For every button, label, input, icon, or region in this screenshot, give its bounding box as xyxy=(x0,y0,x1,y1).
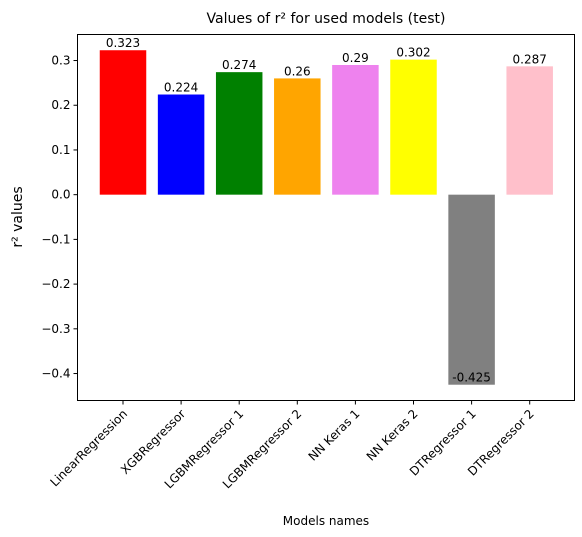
data-label-7: 0.287 xyxy=(513,52,547,66)
x-axis-title: Models names xyxy=(283,514,369,528)
bar-4 xyxy=(332,64,379,195)
data-label-4: 0.29 xyxy=(342,51,369,65)
chart-title: Values of r² for used models (test) xyxy=(207,11,446,27)
bar-6 xyxy=(448,194,495,385)
y-axis-title: r² values xyxy=(10,186,26,247)
y-tick-label-7: 0.3 xyxy=(51,54,70,68)
bar-0 xyxy=(99,50,147,195)
y-axis: −0.4 −0.3 −0.2 −0.1 0.0 0.1 0.2 0.3 xyxy=(41,54,78,381)
bar-2 xyxy=(215,72,263,195)
bar-5 xyxy=(390,59,437,195)
y-tick-label-3: −0.1 xyxy=(41,232,70,246)
data-label-1: 0.224 xyxy=(164,81,198,95)
data-label-3: 0.26 xyxy=(284,64,311,78)
y-tick-label-1: −0.3 xyxy=(41,322,70,336)
bar-7 xyxy=(506,66,553,195)
plot-frame xyxy=(77,34,575,401)
y-tick-label-4: 0.0 xyxy=(51,188,70,202)
data-label-0: 0.323 xyxy=(106,36,140,50)
y-tick-label-0: −0.4 xyxy=(41,367,70,381)
data-label-2: 0.274 xyxy=(222,58,256,72)
y-tick-label-6: 0.2 xyxy=(51,98,70,112)
data-label-6: -0.425 xyxy=(452,371,491,385)
y-tick-label-2: −0.2 xyxy=(41,277,70,291)
x-axis: LinearRegressionXGBRegressorLGBMRegresso… xyxy=(47,400,537,491)
x-tick-label-4: NN Keras 1 xyxy=(306,407,363,464)
x-tick-label-0: LinearRegression xyxy=(47,407,130,490)
bar-1 xyxy=(157,94,205,195)
y-tick-label-5: 0.1 xyxy=(51,143,70,157)
bar-3 xyxy=(274,78,321,195)
data-labels-layer: 0.323 0.224 0.274 0.26 0.29 0.302 -0.425 0.287 xyxy=(106,36,547,384)
data-label-5: 0.302 xyxy=(396,46,430,60)
bars-layer xyxy=(99,50,553,385)
x-tick-label-5: NN Keras 2 xyxy=(364,407,421,464)
